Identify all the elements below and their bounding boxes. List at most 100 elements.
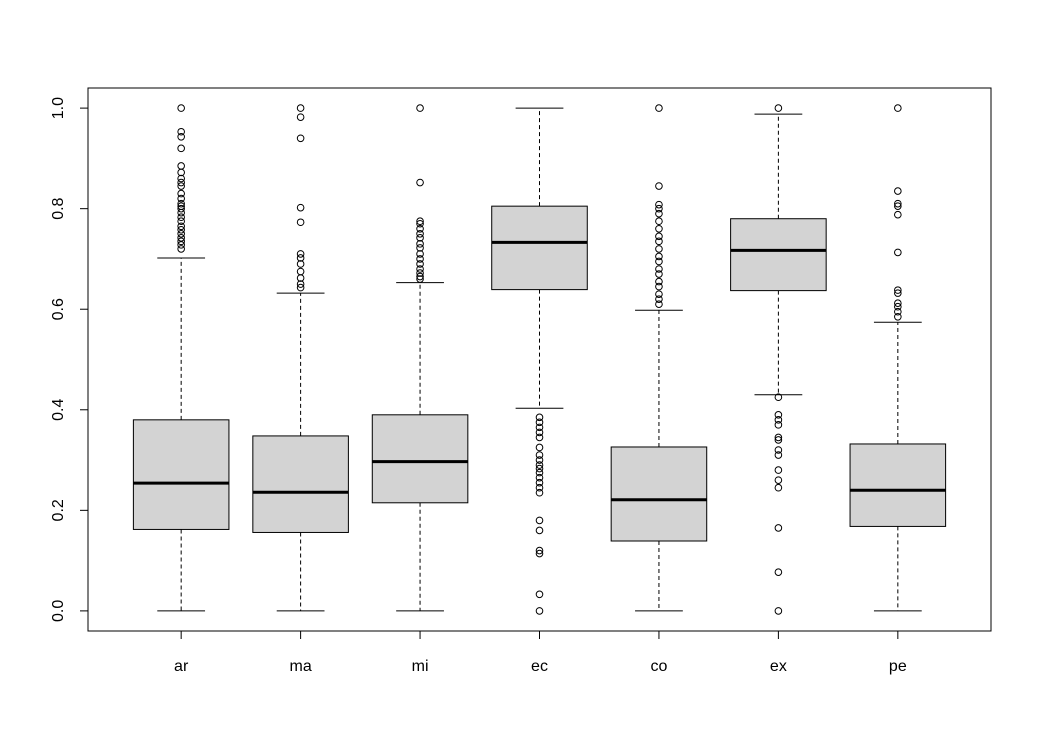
outlier-point bbox=[177, 182, 185, 190]
outlier-point bbox=[774, 446, 783, 454]
y-tick-label: 0.8 bbox=[50, 197, 67, 219]
outlier-point bbox=[774, 607, 783, 615]
outlier-point bbox=[655, 290, 663, 298]
outlier-point bbox=[177, 199, 185, 208]
outlier-point bbox=[655, 257, 663, 266]
outlier-point bbox=[177, 237, 185, 246]
outlier-point bbox=[296, 280, 305, 288]
outlier-point bbox=[655, 182, 663, 190]
outlier-point bbox=[535, 451, 544, 459]
outlier-point bbox=[894, 210, 902, 219]
x-tick-label: mi bbox=[412, 658, 429, 675]
outlier-point bbox=[655, 224, 663, 233]
box-series bbox=[132, 104, 947, 615]
outlier-point bbox=[774, 466, 783, 474]
x-tick-label: ec bbox=[531, 658, 548, 675]
y-tick-label: 0.4 bbox=[50, 399, 67, 421]
outlier-point bbox=[177, 245, 185, 253]
box-co bbox=[610, 104, 708, 612]
outlier-point bbox=[655, 200, 663, 209]
box-iqr bbox=[730, 218, 827, 292]
outlier-point bbox=[416, 104, 424, 112]
outlier-point bbox=[535, 433, 544, 442]
outlier-point bbox=[535, 456, 544, 464]
x-tick-label: co bbox=[650, 658, 667, 675]
outlier-point bbox=[774, 433, 783, 442]
outlier-point bbox=[655, 282, 663, 291]
outlier-point bbox=[535, 516, 544, 525]
outlier-point bbox=[177, 234, 185, 242]
outlier-point bbox=[177, 127, 185, 136]
x-axis: ar ma mi ec co ex pe bbox=[174, 630, 907, 675]
outlier-point bbox=[894, 202, 902, 210]
outlier-point bbox=[416, 272, 424, 281]
outlier-point bbox=[774, 393, 783, 402]
outlier-point bbox=[894, 286, 902, 294]
outlier-point bbox=[296, 260, 305, 268]
outlier-point bbox=[296, 254, 305, 262]
outlier-point bbox=[655, 270, 663, 278]
outlier-point bbox=[177, 189, 185, 198]
outlier-point bbox=[416, 240, 424, 248]
outlier-point bbox=[296, 250, 305, 258]
y-tick-label: 1.0 bbox=[50, 97, 67, 119]
outlier-point bbox=[416, 219, 424, 228]
outlier-point bbox=[416, 250, 424, 258]
outlier-point bbox=[416, 275, 424, 283]
box-iqr bbox=[252, 435, 349, 533]
y-axis: 0.0 0.2 0.4 0.6 0.8 1.0 bbox=[50, 97, 89, 622]
outlier-point bbox=[774, 104, 783, 112]
box-iqr bbox=[491, 205, 588, 291]
outlier-point bbox=[894, 307, 902, 316]
x-tick-label: pe bbox=[889, 658, 907, 675]
outlier-point bbox=[416, 217, 424, 226]
outlier-point bbox=[535, 443, 544, 452]
outlier-point bbox=[416, 269, 424, 277]
box-mi bbox=[371, 104, 469, 612]
outlier-point bbox=[535, 526, 544, 535]
outlier-point bbox=[535, 428, 544, 437]
outlier-point bbox=[774, 451, 783, 459]
outlier-point bbox=[535, 549, 544, 558]
outlier-point bbox=[894, 104, 902, 112]
outlier-point bbox=[296, 203, 305, 212]
box-pe bbox=[849, 104, 947, 612]
y-tick-label: 0.6 bbox=[50, 298, 67, 320]
outlier-point bbox=[774, 483, 783, 492]
outlier-point bbox=[177, 162, 185, 170]
box-iqr bbox=[132, 419, 230, 530]
outlier-point bbox=[177, 204, 185, 213]
outlier-point bbox=[655, 295, 663, 303]
outlier-point bbox=[774, 524, 783, 532]
outlier-point bbox=[894, 187, 902, 195]
outlier-point bbox=[177, 174, 185, 183]
outlier-point bbox=[655, 265, 663, 273]
outlier-point bbox=[177, 217, 185, 226]
outlier-point bbox=[894, 199, 902, 208]
outlier-point bbox=[535, 483, 544, 492]
outlier-point bbox=[535, 488, 544, 497]
outlier-point bbox=[535, 423, 544, 432]
outlier-point bbox=[296, 113, 305, 121]
outlier-point bbox=[535, 478, 544, 487]
outlier-point bbox=[774, 568, 783, 576]
box-ma bbox=[252, 104, 349, 612]
box-ec bbox=[491, 107, 588, 615]
outlier-point bbox=[296, 218, 305, 227]
box-ex bbox=[730, 104, 827, 615]
outlier-point bbox=[894, 289, 902, 297]
outlier-point bbox=[535, 473, 544, 482]
outlier-point bbox=[177, 194, 185, 203]
outlier-point bbox=[416, 265, 424, 273]
outlier-point bbox=[894, 248, 902, 257]
outlier-point bbox=[535, 464, 544, 473]
outlier-point bbox=[416, 224, 424, 233]
outlier-point bbox=[774, 436, 783, 444]
outlier-point bbox=[296, 134, 305, 143]
outlier-point bbox=[894, 302, 902, 311]
outlier-point bbox=[177, 222, 185, 231]
outlier-point bbox=[894, 299, 902, 307]
outlier-point bbox=[177, 213, 185, 222]
outlier-point bbox=[177, 104, 185, 112]
